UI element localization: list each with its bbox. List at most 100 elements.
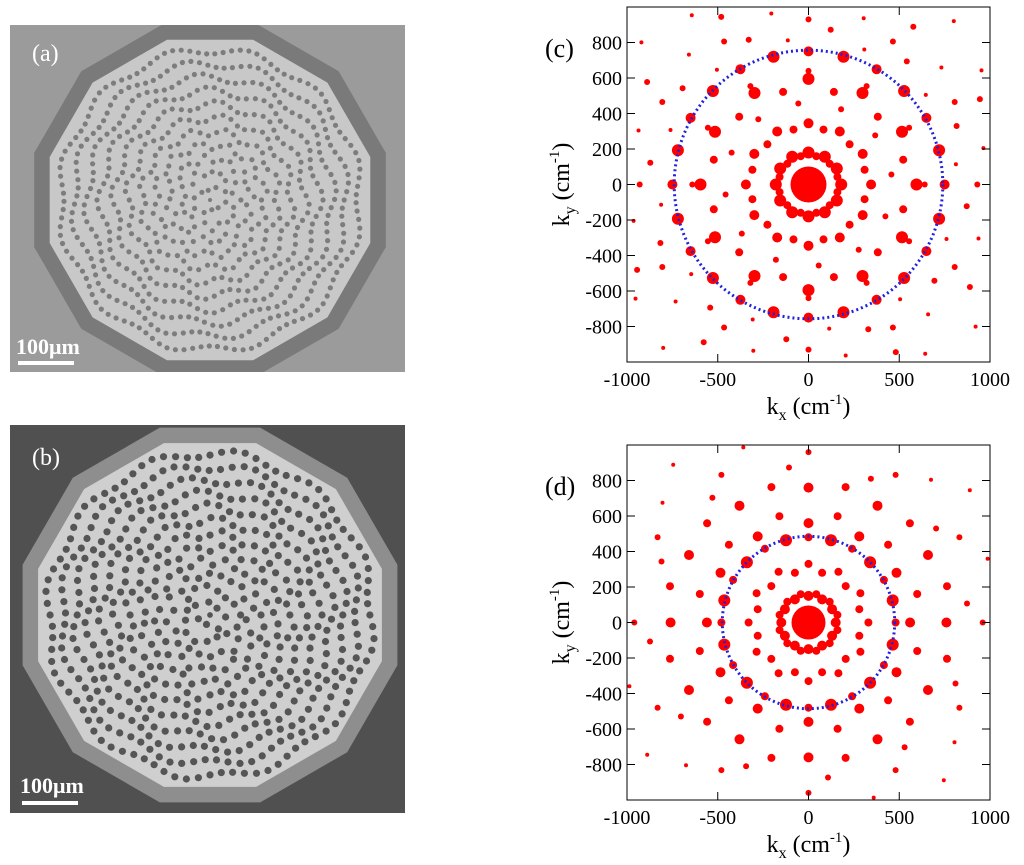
hole [290, 697, 298, 705]
hole [143, 330, 149, 336]
hole [241, 449, 249, 457]
hole [267, 490, 275, 498]
hole [247, 63, 253, 69]
scale-bar-label-a: 100μm [16, 334, 80, 359]
hole [136, 118, 142, 124]
hole [213, 633, 221, 641]
diffraction-point [892, 767, 899, 774]
hole [222, 189, 228, 195]
hole [128, 286, 134, 292]
diffraction-point [855, 631, 864, 640]
hole [306, 644, 314, 652]
diffraction-point [775, 724, 784, 733]
hole [179, 59, 185, 66]
diffraction-point [767, 306, 780, 319]
hole [90, 584, 99, 593]
hole [270, 585, 278, 593]
hole [151, 675, 159, 683]
micrograph-a: (a) 100μm [10, 25, 405, 372]
hole [250, 604, 258, 612]
hole [216, 492, 224, 500]
diffraction-point [734, 500, 745, 511]
hole [188, 680, 196, 688]
hole [151, 592, 159, 601]
y-tick-label: 400 [592, 542, 622, 564]
hole [211, 293, 217, 299]
hole [218, 157, 225, 163]
hole [262, 461, 270, 469]
diffraction-point [841, 753, 850, 762]
hole [323, 246, 330, 252]
hole [148, 640, 156, 648]
hole [255, 733, 263, 741]
hole [89, 291, 95, 298]
diffraction-point [905, 519, 914, 528]
hole [110, 80, 117, 86]
hole [136, 309, 142, 315]
hole [99, 503, 107, 511]
hole [70, 523, 78, 531]
hole [241, 312, 248, 318]
diffraction-point [882, 213, 889, 220]
hole [254, 143, 260, 149]
hole [227, 93, 233, 99]
diffraction-point [686, 52, 691, 57]
y-tick-label: 600 [592, 68, 622, 90]
hole [364, 577, 372, 585]
hole [154, 628, 162, 636]
hole [252, 165, 258, 171]
hole [242, 218, 248, 224]
hole [258, 565, 266, 573]
hole [107, 743, 115, 751]
hole [302, 554, 311, 562]
hole [201, 209, 207, 216]
diffraction-point [679, 85, 686, 92]
hole [171, 63, 178, 69]
hole [162, 618, 170, 626]
plot-d: -1000 -500 0 500 10008006004002000-200-400-6… [545, 444, 1018, 862]
hole [93, 687, 101, 695]
hole [229, 65, 235, 71]
hole [305, 81, 311, 87]
diffraction-point [671, 212, 684, 225]
hole [145, 129, 151, 136]
hole [87, 524, 95, 532]
hole [214, 343, 220, 350]
hole [223, 345, 229, 351]
hole [304, 98, 310, 105]
hole [50, 669, 59, 677]
hole [42, 587, 50, 595]
hole [229, 768, 237, 776]
hole [251, 720, 259, 728]
hole [125, 554, 134, 562]
hole [337, 129, 343, 135]
hole [212, 746, 220, 754]
hole [165, 130, 171, 136]
hole [195, 161, 201, 167]
hole [222, 266, 228, 272]
hole [195, 574, 203, 582]
hole [91, 560, 99, 568]
hole [135, 292, 141, 298]
hole [180, 330, 186, 336]
hole [164, 558, 172, 566]
diffraction-point [619, 93, 623, 97]
ticks-d: -1000 -500 0 500 10008006004002000-200-400-6… [585, 445, 1010, 829]
hole [305, 118, 311, 124]
hole [267, 145, 273, 151]
y-tick-label: 800 [592, 471, 622, 493]
hole [284, 311, 290, 317]
diffraction-point [789, 640, 800, 651]
diffraction-point [701, 617, 712, 628]
hole [312, 502, 320, 510]
diffraction-point [854, 531, 865, 542]
diffraction-point [963, 203, 970, 210]
diffraction-point [1014, 526, 1018, 530]
diffraction-point [862, 47, 867, 52]
hole [210, 159, 216, 165]
hole [136, 92, 142, 98]
hole [206, 547, 214, 555]
hole [101, 181, 107, 187]
hole [161, 523, 169, 532]
hole [121, 578, 129, 586]
